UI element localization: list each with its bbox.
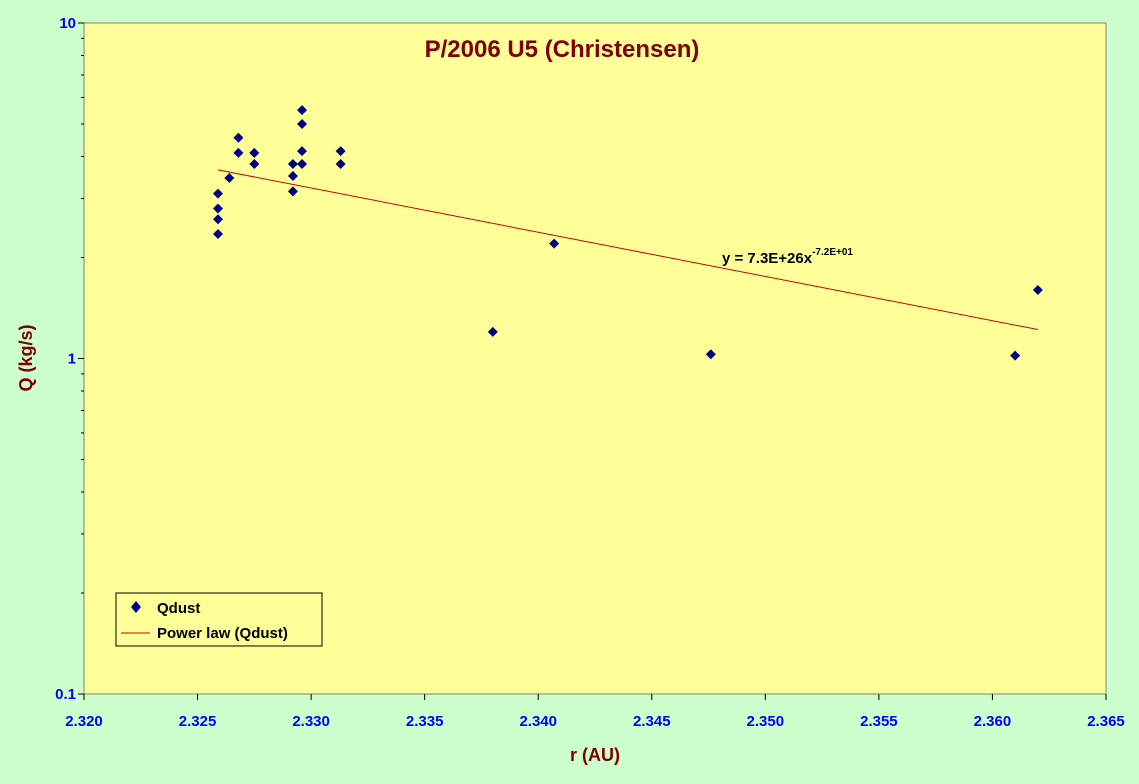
data-point: [287, 158, 298, 169]
y-tick-label: 1: [68, 351, 76, 368]
data-point: [335, 158, 346, 169]
data-points-layer: [212, 105, 1043, 361]
data-point: [249, 147, 260, 158]
data-point: [224, 173, 235, 184]
x-axis: 2.320 2.325 2.330 2.335 2.340 2.345 2.350 2.355…: [65, 694, 1125, 730]
data-point: [233, 147, 244, 158]
trendline-layer: [217, 169, 1038, 331]
trendline-equation: y = 7.3E+26x-7.2E+01: [722, 247, 853, 267]
x-tick-label: 2.325: [179, 713, 217, 730]
x-tick-label: 2.335: [406, 713, 444, 730]
y-axis: 0.1 1 10: [55, 15, 84, 703]
trendline-equation-main: y = 7.3E+26x: [722, 250, 813, 267]
legend-label-qdust: Qdust: [157, 600, 200, 617]
x-tick-label: 2.365: [1087, 713, 1125, 730]
x-tick-label: 2.360: [974, 713, 1012, 730]
x-tick-label: 2.345: [633, 713, 671, 730]
data-point: [297, 118, 308, 129]
x-axis-label: r (AU): [570, 745, 620, 765]
data-point: [487, 326, 498, 337]
data-point: [297, 105, 308, 116]
data-point: [297, 146, 308, 157]
x-tick-label: 2.355: [860, 713, 898, 730]
data-point: [249, 158, 260, 169]
y-axis-label: Q (kg/s): [16, 324, 36, 391]
data-point: [335, 146, 346, 157]
x-tick-label: 2.350: [747, 713, 785, 730]
x-tick-label: 2.320: [65, 713, 103, 730]
data-point: [1010, 350, 1021, 361]
y-tick-label: 10: [59, 15, 76, 32]
legend-label-power-law: Power law (Qdust): [157, 625, 288, 642]
data-point: [1032, 285, 1043, 296]
legend-box: [115, 592, 323, 647]
data-point: [212, 203, 223, 214]
data-point: [287, 170, 298, 181]
data-point: [549, 238, 560, 249]
data-point: [212, 214, 223, 225]
data-point: [212, 188, 223, 199]
data-point: [297, 158, 308, 169]
data-point: [212, 229, 223, 240]
y-tick-label: 0.1: [55, 686, 76, 703]
data-point: [705, 349, 716, 360]
plot-area: [83, 22, 1107, 695]
trendline-power-law: [217, 169, 1038, 331]
legend: Qdust Power law (Qdust): [115, 592, 323, 647]
chart-title: P/2006 U5 (Christensen): [425, 36, 700, 63]
trendline-equation-exponent: -7.2E+01: [812, 247, 853, 258]
legend-marker-qdust: [131, 601, 141, 613]
data-point: [233, 132, 244, 143]
x-tick-label: 2.340: [519, 713, 557, 730]
data-point: [287, 186, 298, 197]
x-tick-label: 2.330: [292, 713, 330, 730]
